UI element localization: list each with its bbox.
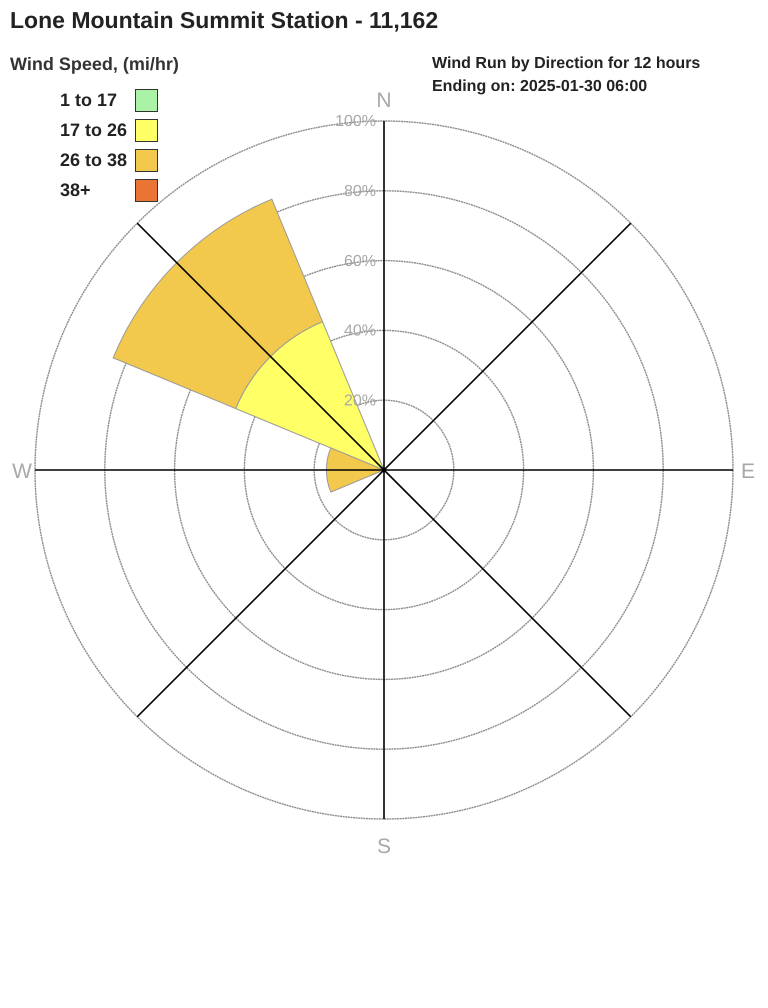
- svg-text:60%: 60%: [344, 253, 376, 270]
- svg-text:100%: 100%: [335, 113, 376, 130]
- svg-text:20%: 20%: [344, 393, 376, 410]
- svg-text:S: S: [377, 835, 391, 858]
- svg-text:W: W: [12, 460, 32, 483]
- svg-text:N: N: [376, 89, 391, 112]
- svg-text:E: E: [741, 460, 755, 483]
- svg-text:80%: 80%: [344, 183, 376, 200]
- svg-text:40%: 40%: [344, 323, 376, 340]
